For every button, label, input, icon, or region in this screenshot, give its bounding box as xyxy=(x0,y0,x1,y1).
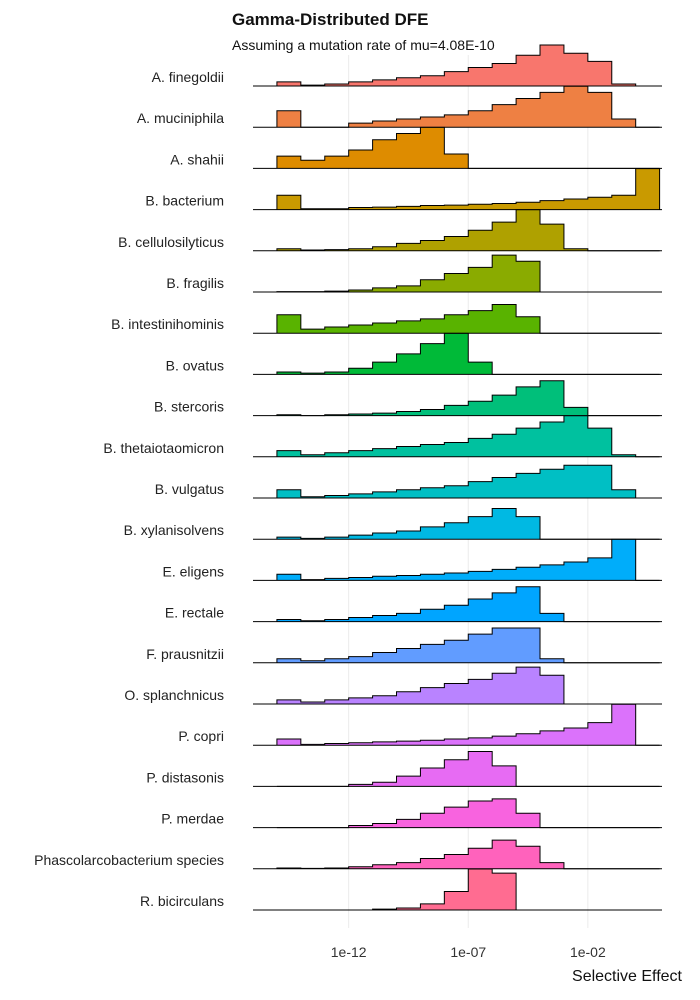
ridge-area-16 xyxy=(276,704,660,746)
ridge-13 xyxy=(253,586,662,623)
x-tick-label-2: 1e-02 xyxy=(570,944,606,960)
ridge-area-6 xyxy=(276,304,660,334)
ridge-15 xyxy=(253,666,662,705)
y-label-6: B. intestinihominis xyxy=(111,316,224,332)
ridge-8 xyxy=(253,380,662,417)
ridge-12 xyxy=(253,538,662,581)
y-label-12: E. eligens xyxy=(163,563,224,579)
x-tick-labels: 1e-12 1e-07 1e-02 xyxy=(331,944,606,960)
y-label-2: A. shahii xyxy=(170,151,224,167)
ridge-area-12 xyxy=(276,539,660,581)
x-tick-label-1: 1e-07 xyxy=(450,944,486,960)
y-label-17: P. distasonis xyxy=(146,769,224,785)
ridge-outline-8 xyxy=(276,380,660,417)
y-label-1: A. muciniphila xyxy=(137,110,224,126)
x-axis-label: Selective Effect xyxy=(572,968,682,985)
ridge-2 xyxy=(253,126,662,169)
ridge-outline-0 xyxy=(276,44,660,87)
ridge-outline-19 xyxy=(276,839,660,870)
ridge-outline-1 xyxy=(276,85,660,128)
ridge-4 xyxy=(253,209,662,252)
ridge-17 xyxy=(253,751,662,787)
ridge-outline-10 xyxy=(276,464,660,499)
ridge-0 xyxy=(253,44,662,87)
y-label-0: A. finegoldii xyxy=(152,69,224,85)
x-tick-label-0: 1e-12 xyxy=(331,944,367,960)
y-labels: A. finegoldii A. muciniphila A. shahii B. b… xyxy=(34,69,224,909)
y-label-14: F. prausnitzii xyxy=(146,646,224,662)
y-label-11: B. xylanisolvens xyxy=(124,522,224,538)
ridge-3 xyxy=(253,168,662,211)
ridge-18 xyxy=(253,798,662,829)
y-label-15: O. splanchnicus xyxy=(124,687,224,703)
ridge-19 xyxy=(253,839,662,870)
ridge-area-0 xyxy=(276,45,660,86)
y-label-18: P. merdae xyxy=(161,811,224,827)
ridge-outline-4 xyxy=(276,209,660,252)
ridge-20 xyxy=(253,868,662,911)
ridge-outline-14 xyxy=(276,627,660,664)
y-label-16: P. copri xyxy=(178,728,224,744)
ridge-9 xyxy=(253,415,662,458)
y-label-5: B. fragilis xyxy=(166,275,224,291)
y-label-3: B. bacterium xyxy=(145,193,224,209)
ridge-area-9 xyxy=(276,415,660,457)
y-label-10: B. vulgatus xyxy=(155,481,224,497)
chart-subtitle: Assuming a mutation rate of mu=4.08E-10 xyxy=(232,37,495,53)
ridge-5 xyxy=(253,254,662,293)
ridge-outline-12 xyxy=(276,538,660,581)
ridge-6 xyxy=(253,304,662,334)
ridges xyxy=(253,44,662,911)
ridge-outline-9 xyxy=(276,415,660,458)
ridge-outline-13 xyxy=(276,586,660,623)
y-label-19: Phascolarcobacterium species xyxy=(34,852,224,868)
ridge-14 xyxy=(253,627,662,664)
ridge-11 xyxy=(253,507,662,540)
ridge-16 xyxy=(253,703,662,746)
ridge-outline-16 xyxy=(276,703,660,746)
ridge-area-17 xyxy=(276,751,660,787)
ridge-7 xyxy=(253,332,662,375)
y-label-8: B. stercoris xyxy=(154,399,224,415)
ridge-10 xyxy=(253,464,662,499)
ridge-area-11 xyxy=(276,508,660,540)
ridge-area-18 xyxy=(276,798,660,828)
chart-title: Gamma-Distributed DFE xyxy=(232,10,429,29)
y-label-13: E. rectale xyxy=(165,605,224,621)
y-label-4: B. cellulosilyticus xyxy=(118,234,224,250)
y-label-7: B. ovatus xyxy=(166,357,224,373)
y-label-20: R. bicirculans xyxy=(140,893,224,909)
ridge-outline-3 xyxy=(276,168,661,210)
ridge-area-2 xyxy=(276,127,660,169)
ridge-area-1 xyxy=(276,86,660,128)
ridge-1 xyxy=(253,85,662,128)
y-label-9: B. thetaiotaomicron xyxy=(103,440,224,456)
ridge-outline-15 xyxy=(276,666,660,705)
